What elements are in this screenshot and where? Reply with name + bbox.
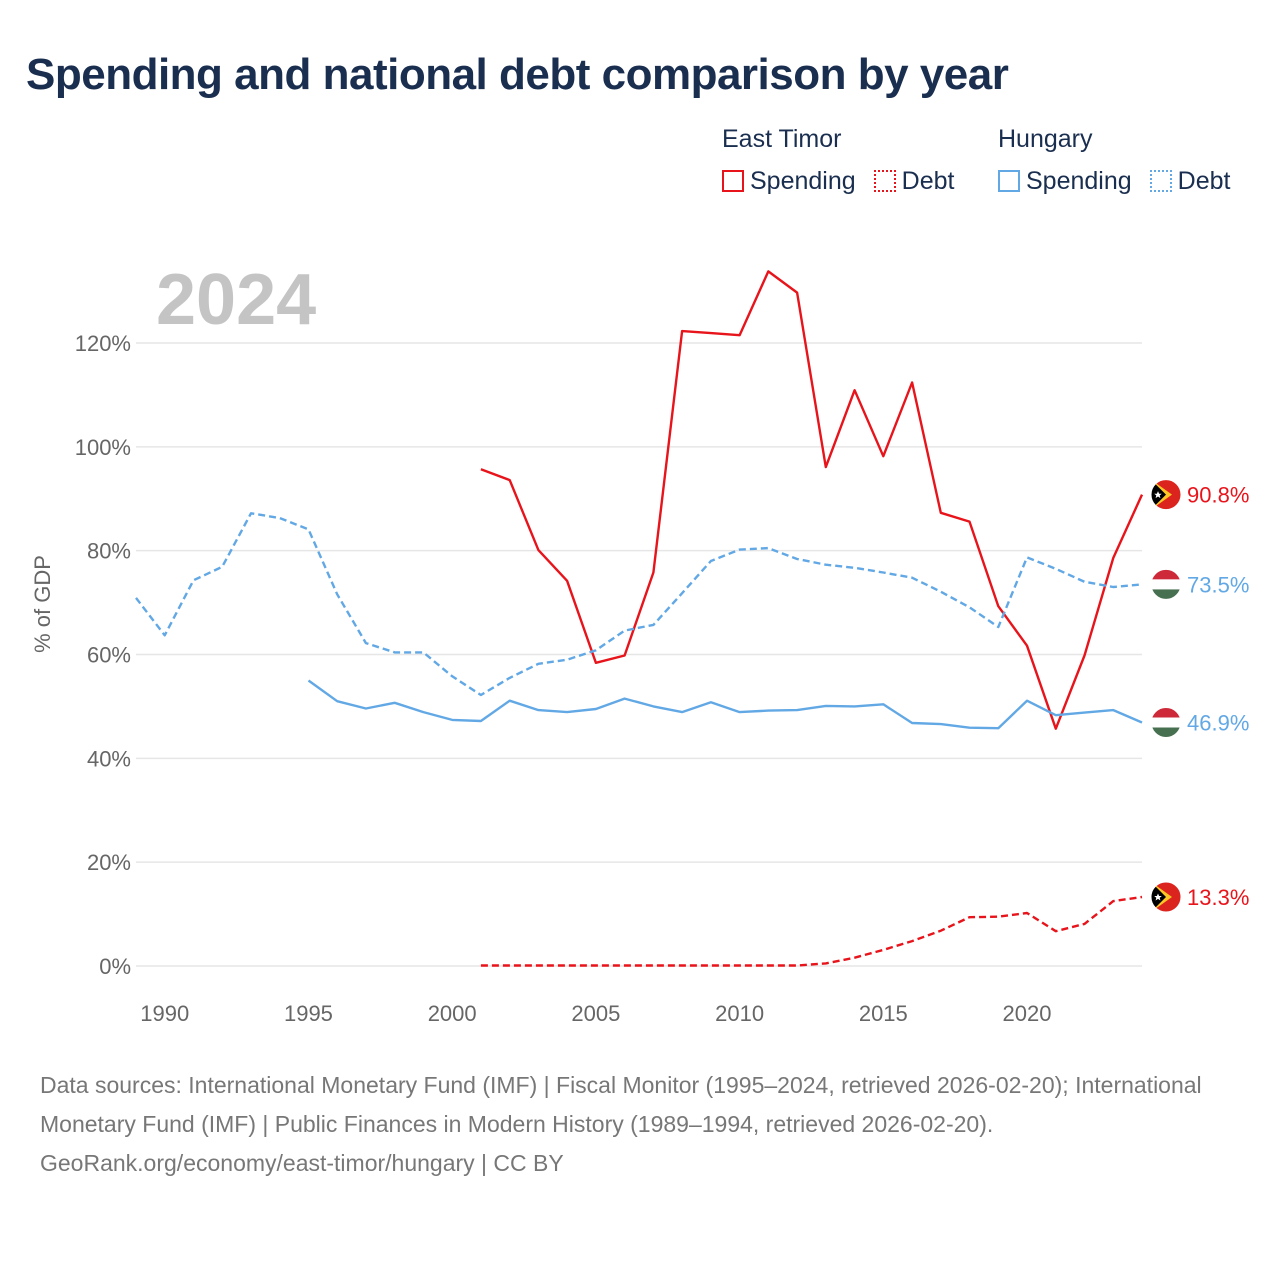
y-tick-label: 80% (87, 539, 131, 564)
x-tick-label: 1990 (140, 1001, 189, 1026)
x-tick-label: 2020 (1003, 1001, 1052, 1026)
legend-item-east-timor-debt[interactable]: Debt (873, 166, 955, 196)
line-chart: 2024 0% 20% 40% 60% 80% 100% 120% 1990 1995 2000… (30, 260, 1249, 1026)
credit-line: GeoRank.org/economy/east-timor/hungary |… (40, 1150, 564, 1176)
legend-item-label: Spending (750, 166, 856, 195)
current-year-watermark: 2024 (156, 260, 316, 340)
data-sources: Data sources: International Monetary Fun… (40, 1072, 1202, 1137)
legend-hungary: Hungary Spending Debt (998, 122, 1230, 202)
x-tick-label: 2005 (571, 1001, 620, 1026)
end-value-label: 90.8% (1187, 483, 1249, 508)
legend-item-label: Spending (1026, 166, 1132, 195)
legend-item-east-timor-spending[interactable]: Spending (722, 167, 856, 196)
y-tick-label: 120% (75, 331, 131, 356)
legend-item-label: Debt (901, 166, 955, 195)
x-tick-label: 2010 (715, 1001, 764, 1026)
series-line-hungary-debt (135, 512, 1143, 697)
x-tick-label: 2015 (859, 1001, 908, 1026)
y-tick-label: 40% (87, 746, 131, 771)
series-lines (135, 270, 1144, 967)
x-tick-label: 2000 (428, 1001, 477, 1026)
y-tick-label: 20% (87, 850, 131, 875)
legend-east-timor: East Timor Spending Debt (722, 122, 972, 202)
series-line-east-timor-debt (480, 895, 1143, 967)
legend-item-hungary-spending[interactable]: Spending (998, 167, 1132, 196)
east-timor-flag-icon (1150, 479, 1182, 511)
legend-item-label: Debt (1177, 166, 1231, 195)
y-axis-label: % of GDP (30, 555, 55, 653)
legend-group-title: East Timor (722, 125, 842, 153)
legend-swatch-dotted (873, 170, 896, 192)
legend-swatch-dotted (1149, 170, 1172, 192)
series-line-hungary-spending (307, 679, 1143, 730)
series-line-east-timor-spending (480, 270, 1144, 730)
end-markers: 90.8% 13.3% 46.9% 73.5% (1150, 479, 1249, 913)
y-tick-label: 0% (99, 954, 131, 979)
legend-group-title: Hungary (998, 125, 1093, 153)
y-axis-ticks: 0% 20% 40% 60% 80% 100% 120% (75, 331, 131, 979)
y-tick-label: 60% (87, 643, 131, 668)
chart-title: Spending and national debt comparison by… (26, 50, 1009, 99)
east-timor-flag-icon (1150, 881, 1182, 913)
end-value-label: 73.5% (1187, 572, 1249, 597)
hungary-flag-icon (1150, 568, 1182, 600)
gridlines (136, 342, 1142, 967)
legend-item-hungary-debt[interactable]: Debt (1149, 166, 1231, 196)
footer: Data sources: International Monetary Fun… (40, 1066, 1240, 1183)
x-axis-ticks: 1990 1995 2000 2005 2010 2015 2020 (140, 1001, 1051, 1026)
hungary-flag-icon (1150, 707, 1182, 739)
x-tick-label: 1995 (284, 1001, 333, 1026)
end-value-label: 46.9% (1187, 711, 1249, 736)
legend-swatch-solid (998, 170, 1020, 192)
end-value-label: 13.3% (1187, 885, 1249, 910)
legend-swatch-solid (722, 170, 744, 192)
y-tick-label: 100% (75, 435, 131, 460)
